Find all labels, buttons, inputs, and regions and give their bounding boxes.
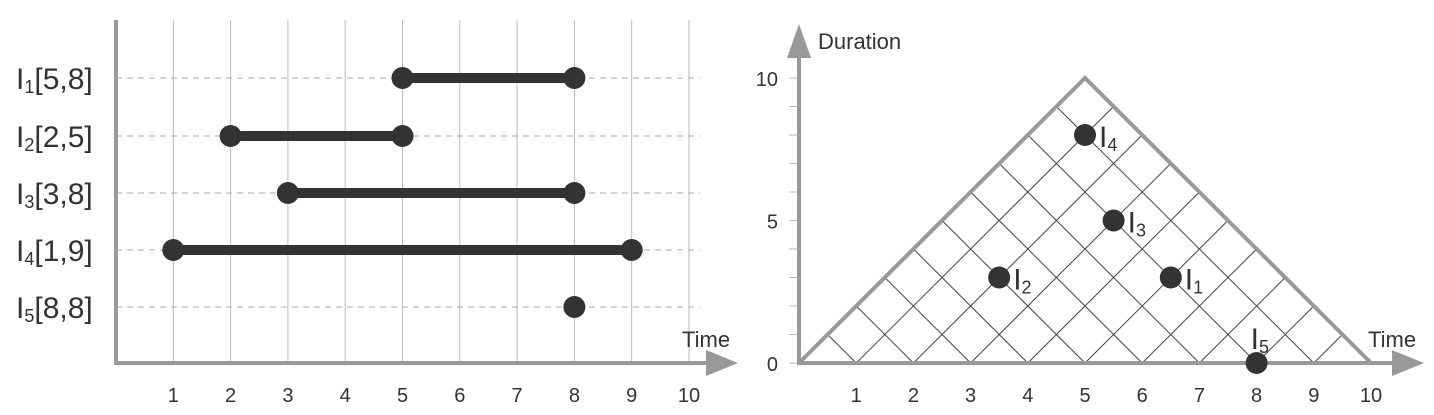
interval-name: I — [16, 121, 24, 154]
left-x-tick-label: 10 — [678, 385, 700, 407]
interval-row-label: I2[2,5] — [16, 121, 93, 155]
point-name: I — [1099, 121, 1107, 154]
triangle-lattice-line — [855, 106, 1114, 364]
right-x-tick-label: 3 — [965, 385, 976, 407]
left-x-tick-label: 8 — [569, 385, 580, 407]
point-label: I3 — [1128, 207, 1146, 241]
right-y-axis-arrow — [787, 24, 811, 58]
interval-end-point — [620, 239, 643, 261]
point-subscript: 1 — [1193, 278, 1203, 298]
point-subscript: 4 — [1107, 135, 1117, 155]
interval-name: I — [16, 178, 24, 211]
interval-row-label: I5[8,8] — [16, 292, 93, 326]
left-x-axis-arrow — [706, 350, 738, 376]
interval-subscript: 2 — [24, 135, 34, 155]
interval-start-point — [391, 67, 414, 89]
right-x-axis-title: Time — [1368, 327, 1416, 352]
interval-start-point — [563, 296, 586, 318]
interval-end-point — [391, 125, 414, 147]
left-x-tick-label: 9 — [626, 385, 637, 407]
triangle-lattice-line — [970, 163, 1172, 364]
interval-subscript: 1 — [24, 77, 34, 97]
left-x-tick-label: 5 — [397, 385, 408, 407]
right-x-tick-label: 10 — [1360, 385, 1382, 407]
interval-range: [8,8] — [34, 292, 92, 325]
interval-name: I — [16, 63, 24, 96]
right-y-axis-title: Duration — [818, 29, 901, 54]
triangle-lattice-line — [1313, 334, 1343, 364]
interval-subscript: 5 — [24, 306, 34, 326]
triangle-lattice-line — [1199, 277, 1286, 364]
interval-start-point — [276, 182, 299, 204]
interval-range: [3,8] — [34, 178, 92, 211]
right-x-tick-label: 2 — [908, 385, 919, 407]
interval-name: I — [16, 292, 24, 325]
right-x-tick-label: 1 — [851, 385, 862, 407]
left-x-tick-label: 6 — [454, 385, 465, 407]
right-x-tick-label: 4 — [1022, 385, 1033, 407]
right-x-tick-label: 8 — [1251, 385, 1262, 407]
right-y-tick-label: 5 — [767, 212, 778, 234]
interval-subscript: 3 — [24, 192, 34, 212]
point-name: I — [1128, 207, 1136, 240]
left-x-tick-label: 2 — [225, 385, 236, 407]
point-label: I5 — [1251, 323, 1269, 357]
interval-point — [988, 266, 1011, 289]
interval-subscript: 4 — [24, 249, 34, 269]
point-name: I — [1185, 264, 1193, 297]
right-x-tick-label: 7 — [1194, 385, 1205, 407]
interval-row-label: I4[1,9] — [16, 235, 93, 269]
interval-range: [2,5] — [34, 121, 92, 154]
triangle-lattice-line — [884, 277, 971, 364]
interval-end-point — [563, 67, 586, 89]
point-label: I4 — [1099, 121, 1117, 155]
triangle-lattice-line — [970, 191, 1143, 364]
right-x-tick-label: 5 — [1079, 385, 1090, 407]
point-name: I — [1013, 264, 1021, 297]
point-label: I1 — [1185, 264, 1203, 298]
interval-range: [1,9] — [34, 235, 92, 268]
right-y-tick-label: 10 — [756, 69, 778, 91]
triangle-lattice-line — [1027, 134, 1257, 364]
point-name: I — [1251, 323, 1259, 356]
interval-range: [5,8] — [34, 63, 92, 96]
point-subscript: 5 — [1259, 337, 1269, 357]
left-x-tick-label: 1 — [168, 385, 179, 407]
right-x-axis-arrow — [1392, 350, 1424, 376]
left-x-axis-title: Time — [682, 327, 730, 352]
interval-point — [1102, 209, 1125, 232]
triangle-lattice-line — [941, 220, 1086, 364]
point-subscript: 2 — [1022, 278, 1032, 298]
right-y-tick-label: 0 — [767, 354, 778, 376]
triangle-lattice-line — [1084, 220, 1229, 364]
interval-row-label: I1[5,8] — [16, 63, 93, 97]
right-x-tick-label: 6 — [1137, 385, 1148, 407]
triangle-lattice-line — [855, 305, 914, 364]
interval-start-point — [219, 125, 242, 147]
interval-name: I — [16, 235, 24, 268]
triangle-lattice-line — [913, 248, 1029, 364]
point-label: I2 — [1013, 264, 1031, 298]
triangle-lattice-line — [998, 163, 1200, 364]
triangle-outline — [797, 75, 1373, 365]
right-x-tick-label: 9 — [1308, 385, 1319, 407]
triangle-lattice-line — [827, 334, 857, 364]
interval-point — [1245, 352, 1268, 374]
interval-point — [1074, 124, 1096, 146]
interval-row-label: I3[3,8] — [16, 178, 93, 212]
left-x-tick-label: 3 — [282, 385, 293, 407]
interval-point — [1159, 266, 1182, 289]
point-subscript: 3 — [1136, 221, 1146, 241]
left-x-tick-label: 4 — [340, 385, 351, 407]
left-x-tick-label: 7 — [512, 385, 523, 407]
triangle-lattice-line — [1056, 106, 1315, 364]
interval-start-point — [162, 239, 185, 261]
interval-end-point — [563, 182, 586, 204]
